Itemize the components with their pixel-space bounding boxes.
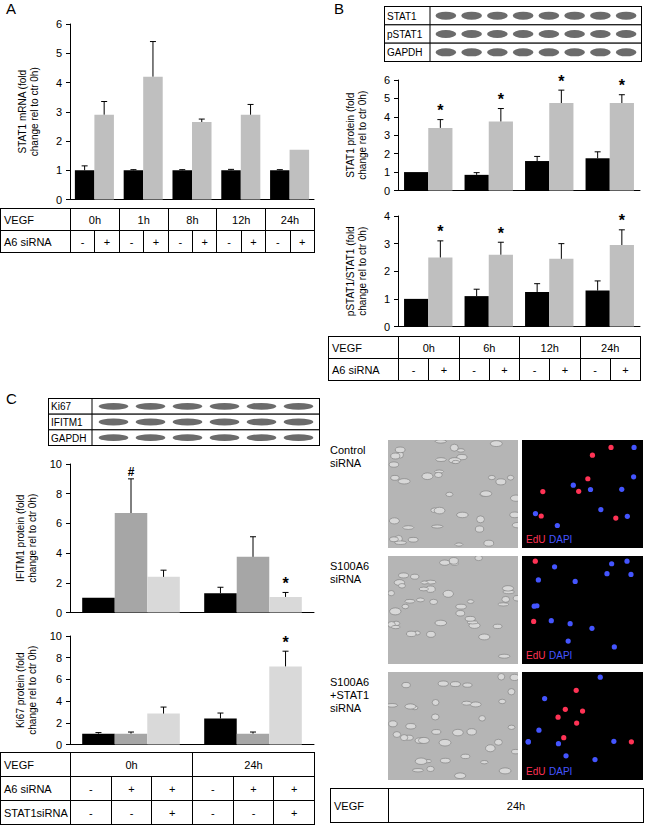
svg-text:5: 5 <box>56 47 62 59</box>
html-text:STAT1siRNA: STAT1siRNA <box>4 806 68 819</box>
svg-text:6: 6 <box>56 517 62 529</box>
svg-text:GAPDH: GAPDH <box>51 433 87 444</box>
svg-text:2: 2 <box>384 148 390 160</box>
svg-text:6: 6 <box>384 74 390 86</box>
html-text:12h: 12h <box>540 341 559 354</box>
svg-text:2: 2 <box>384 265 390 277</box>
html-text:0h: 0h <box>88 213 101 226</box>
svg-text:4: 4 <box>384 111 390 123</box>
svg-text:*: * <box>498 91 505 108</box>
svg-text:*: * <box>619 212 626 229</box>
svg-text:4: 4 <box>56 695 62 707</box>
svg-text:4: 4 <box>56 77 62 89</box>
html-text:24h: 24h <box>244 758 263 771</box>
svg-text:#: # <box>128 465 135 479</box>
html-text:1h: 1h <box>137 213 150 226</box>
svg-text:2: 2 <box>56 135 62 147</box>
svg-text:6: 6 <box>56 673 62 685</box>
svg-text:DAPI: DAPI <box>549 650 572 661</box>
html-text:24h: 24h <box>280 213 300 226</box>
svg-text:3: 3 <box>384 129 390 141</box>
svg-text:*: * <box>619 77 626 94</box>
svg-text:0: 0 <box>384 321 390 333</box>
html-text:C: C <box>6 390 17 407</box>
svg-text:4: 4 <box>384 210 390 222</box>
svg-text:2: 2 <box>56 717 62 729</box>
svg-text:EdU: EdU <box>526 534 545 545</box>
svg-text:pSTAT1: pSTAT1 <box>387 29 423 40</box>
svg-text:1: 1 <box>384 166 390 178</box>
svg-text:Ki67 protein (fold: Ki67 protein (fold <box>15 652 26 728</box>
html-text:0h: 0h <box>422 341 435 354</box>
html-text:A: A <box>6 0 16 17</box>
svg-text:change rel to ctr 0h): change rel to ctr 0h) <box>29 67 40 156</box>
svg-text:Ki67: Ki67 <box>51 401 71 412</box>
html-text:Control siRNA: Control siRNA <box>330 444 366 469</box>
html-text:24h: 24h <box>506 799 526 812</box>
html-text:VEGF: VEGF <box>4 213 34 226</box>
html-text:B: B <box>334 0 344 17</box>
svg-text:0: 0 <box>56 194 62 206</box>
svg-text:6: 6 <box>56 18 62 30</box>
svg-text:change rel to ctr 0h): change rel to ctr 0h) <box>357 91 368 180</box>
svg-text:DAPI: DAPI <box>549 534 572 545</box>
svg-text:3: 3 <box>56 106 62 118</box>
html-text:A6 siRNA: A6 siRNA <box>4 235 52 248</box>
svg-text:1: 1 <box>384 293 390 305</box>
svg-text:0: 0 <box>56 607 62 619</box>
html-text:24h: 24h <box>601 341 620 354</box>
html-text:S100A6 +STAT1 siRNA: S100A6 +STAT1 siRNA <box>330 676 370 714</box>
svg-text:change rel to ctr 0h): change rel to ctr 0h) <box>27 494 38 583</box>
svg-text:pSTAT1/STAT1 (fold: pSTAT1/STAT1 (fold <box>345 226 356 316</box>
svg-text:IFITM1 protein (fold: IFITM1 protein (fold <box>15 495 26 582</box>
html-text:VEGF: VEGF <box>332 341 362 354</box>
html-text:VEGF: VEGF <box>334 799 364 812</box>
svg-text:*: * <box>437 223 444 240</box>
html-text:A6 siRNA: A6 siRNA <box>332 363 380 376</box>
html-text:0h: 0h <box>125 758 138 771</box>
html-text:A6 siRNA: A6 siRNA <box>4 782 52 795</box>
svg-text:IFITM1: IFITM1 <box>51 417 83 428</box>
svg-text:STAT1 protein (fold: STAT1 protein (fold <box>345 93 356 178</box>
html-text:8h: 8h <box>186 213 199 226</box>
svg-text:*: * <box>282 634 289 651</box>
html-text:12h: 12h <box>232 213 251 226</box>
svg-text:DAPI: DAPI <box>549 766 572 777</box>
html-text:S100A6 siRNA: S100A6 siRNA <box>330 560 370 585</box>
svg-text:0: 0 <box>384 185 390 197</box>
svg-text:EdU: EdU <box>526 766 545 777</box>
svg-text:4: 4 <box>56 547 62 559</box>
html-text:VEGF: VEGF <box>4 758 34 771</box>
svg-text:STAT1: STAT1 <box>387 11 417 22</box>
html-text:6h: 6h <box>483 341 496 354</box>
svg-text:1: 1 <box>56 164 62 176</box>
svg-text:10: 10 <box>50 458 62 470</box>
svg-text:*: * <box>282 575 289 592</box>
svg-text:0: 0 <box>56 739 62 751</box>
svg-text:10: 10 <box>50 630 62 642</box>
svg-text:GAPDH: GAPDH <box>387 47 423 58</box>
svg-text:3: 3 <box>384 238 390 250</box>
svg-text:STAT1 mRNA (fold: STAT1 mRNA (fold <box>17 70 28 154</box>
svg-text:EdU: EdU <box>526 650 545 661</box>
svg-text:2: 2 <box>56 577 62 589</box>
svg-text:5: 5 <box>384 92 390 104</box>
svg-text:*: * <box>498 225 505 242</box>
svg-text:change rel to ctr 0h): change rel to ctr 0h) <box>357 227 368 316</box>
svg-text:change rel to ctr 0h): change rel to ctr 0h) <box>27 646 38 735</box>
svg-text:8: 8 <box>56 652 62 664</box>
svg-text:8: 8 <box>56 488 62 500</box>
svg-text:*: * <box>437 102 444 119</box>
svg-text:*: * <box>558 73 565 90</box>
